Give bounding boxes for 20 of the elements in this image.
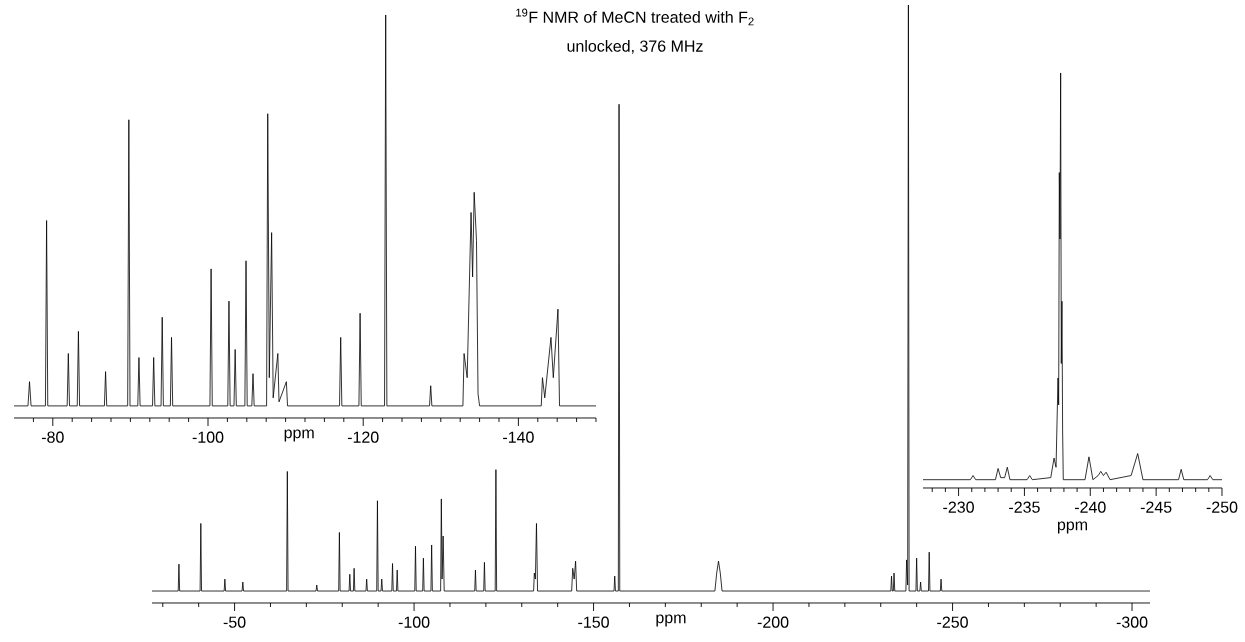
x-tick-label: -150 <box>578 616 609 628</box>
x-axis-title: ppm <box>656 614 686 627</box>
x-tick-label: -50 <box>223 616 246 628</box>
x-tick-label: -120 <box>347 431 379 443</box>
x-tick-label: -80 <box>41 431 64 443</box>
x-tick-label: -230 <box>943 501 974 513</box>
chart-title: $^{19}$F NMR of MeCN treated with F$_{2}$ <box>516 8 754 26</box>
text: unlocked, 376 MHz <box>567 40 703 54</box>
x-tick-label: -100 <box>192 431 224 443</box>
x-tick-label: -245 <box>1140 501 1172 513</box>
x-tick-label: -235 <box>1009 501 1040 513</box>
x-axis-title: ppm <box>1057 521 1087 534</box>
x-tick-label: -100 <box>398 616 430 628</box>
x-tick-label: -250 <box>937 616 968 628</box>
x-tick-label: -300 <box>1116 616 1148 628</box>
x-tick-label: -140 <box>503 431 534 443</box>
x-tick-label: -250 <box>1206 501 1238 513</box>
x-tick-label: -200 <box>757 616 789 628</box>
x-axis-title: ppm <box>284 429 314 442</box>
x-tick-label: -240 <box>1074 501 1106 513</box>
